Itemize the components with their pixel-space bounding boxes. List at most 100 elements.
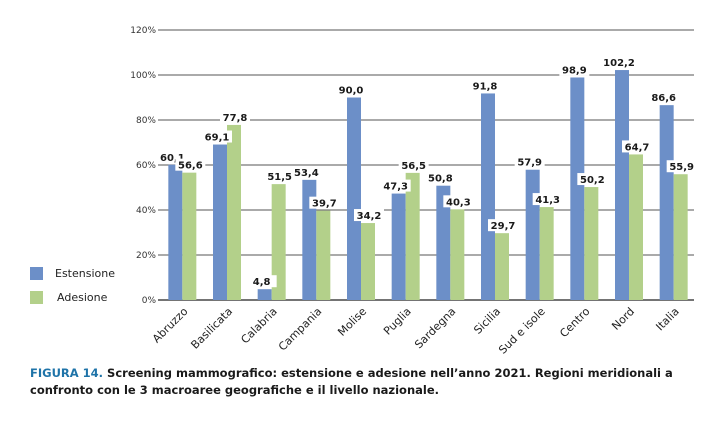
bar-adesione-sicilia <box>495 233 509 300</box>
bar-adesione-molise <box>361 223 375 300</box>
data-label: 60,1 <box>160 153 185 164</box>
legend-item-estensione: Estensione <box>30 267 115 280</box>
x-category-label: Calabria <box>238 305 279 346</box>
x-category-label: Basilicata <box>188 305 235 352</box>
data-label-bg <box>622 140 652 153</box>
x-category-label: Sardegna <box>412 305 458 351</box>
data-label: 39,7 <box>312 199 337 210</box>
data-label: 53,4 <box>294 168 319 179</box>
bar-adesione-abruzzo <box>182 172 197 300</box>
x-category-label: Italia <box>653 305 681 333</box>
bar-adesione-italia <box>673 174 688 300</box>
bar-adesione-basilicata <box>227 124 241 300</box>
bars <box>168 70 688 301</box>
y-tick-label: 80% <box>136 116 156 126</box>
bar-adesione-puglia <box>405 172 420 300</box>
bar-estensione-abruzzo <box>168 164 183 300</box>
data-label: 47,3 <box>383 182 408 193</box>
data-label-bg <box>202 130 232 143</box>
legend-label-adesione: Adesione <box>57 291 108 304</box>
y-tick-label: 60% <box>136 161 156 171</box>
data-label: 69,1 <box>205 133 230 144</box>
x-category-label: Centro <box>557 305 592 340</box>
x-category-label: Campania <box>276 305 325 354</box>
data-label: 50,2 <box>580 175 605 186</box>
x-category-label: Nord <box>609 305 637 333</box>
data-label: 55,9 <box>669 162 694 173</box>
data-labels: 60,156,6 69,1 77,8 4,8 51,5 53,4 39,7 90,0 34,2 4… <box>157 56 697 288</box>
legend-swatch-adesione <box>30 291 43 304</box>
x-category-label: Puglia <box>381 305 414 338</box>
bar-adesione-sud-e-isole <box>539 207 554 300</box>
data-label-bg <box>604 56 634 69</box>
bar-adesione-nord <box>629 154 643 300</box>
data-label: 40,3 <box>446 197 471 208</box>
bar-adesione-centro <box>584 187 599 300</box>
bar-estensione-campania <box>302 179 317 300</box>
data-label-bg <box>246 275 277 288</box>
data-label: 41,3 <box>535 195 560 206</box>
x-category-label: Sicilia <box>471 305 503 337</box>
y-tick-label: 0% <box>142 296 157 306</box>
bar-adesione-campania <box>316 210 331 300</box>
data-label-bg <box>354 209 384 222</box>
data-label-bg <box>220 110 250 123</box>
x-category-label: Sud e isole <box>496 305 548 357</box>
data-label-bg <box>425 171 456 184</box>
data-label: 56,6 <box>178 161 203 172</box>
bar-adesione-calabria <box>271 184 286 300</box>
data-label: 90,0 <box>339 86 364 97</box>
y-tick-label: 120% <box>130 26 156 36</box>
y-tick-label: 100% <box>130 71 156 81</box>
bar-estensione-calabria <box>257 289 272 300</box>
data-label: 86,6 <box>651 93 676 104</box>
data-label-bg <box>291 165 322 178</box>
data-label-bg <box>175 158 206 171</box>
y-tick-label: 20% <box>136 251 156 261</box>
bar-estensione-nord <box>615 70 629 300</box>
data-label: 57,9 <box>517 158 542 169</box>
data-label: 98,9 <box>562 65 587 76</box>
data-label-bg <box>398 158 429 171</box>
y-tick-label: 40% <box>136 206 156 216</box>
data-label-bg <box>577 173 608 186</box>
data-label-bg <box>488 219 518 232</box>
bar-estensione-puglia <box>391 193 406 300</box>
x-category-label: Abruzzo <box>150 305 191 346</box>
data-label-bg <box>666 160 697 173</box>
caption-text: Screening mammografico: estensione e ade… <box>30 366 673 397</box>
data-label-bg <box>264 170 295 183</box>
data-label-bg <box>443 195 474 208</box>
bar-adesione-sardegna <box>450 209 465 300</box>
data-label: 64,7 <box>625 142 650 153</box>
bar-estensione-molise <box>347 97 361 300</box>
data-label: 51,5 <box>267 172 292 183</box>
data-label-bg <box>336 83 366 96</box>
data-label-bg <box>648 91 679 104</box>
legend-label-estensione: Estensione <box>55 267 115 280</box>
data-label-bg <box>514 155 545 168</box>
y-axis-ticks: 0% 20% 40% 60% 80% 100% 120% <box>130 26 156 306</box>
data-label: 4,8 <box>253 277 271 288</box>
data-label: 50,8 <box>428 174 453 185</box>
x-category-label: Molise <box>335 305 369 339</box>
data-label: 56,5 <box>401 161 426 172</box>
data-label-bg <box>380 179 411 192</box>
data-label-bg <box>309 196 340 209</box>
data-label: 102,2 <box>603 58 635 69</box>
data-label: 77,8 <box>223 113 248 124</box>
legend-swatch-estensione <box>30 267 43 280</box>
bar-estensione-sud-e-isole <box>525 169 540 300</box>
bar-estensione-sicilia <box>481 93 495 300</box>
bar-chart: 0% 20% 40% 60% 80% 100% 120% 60,156,6 69,1 77,8 4… <box>130 26 697 357</box>
bar-estensione-italia <box>659 105 674 301</box>
bar-estensione-basilicata <box>213 144 227 300</box>
data-label-bg <box>470 79 500 92</box>
figure-label: FIGURA 14. <box>30 366 104 380</box>
data-label: 29,7 <box>491 221 516 232</box>
legend-item-adesione: Adesione <box>30 291 107 304</box>
figure-caption: FIGURA 14. Screening mammografico: esten… <box>30 365 700 399</box>
bar-estensione-sardegna <box>436 185 451 300</box>
data-label-bg <box>559 63 590 76</box>
